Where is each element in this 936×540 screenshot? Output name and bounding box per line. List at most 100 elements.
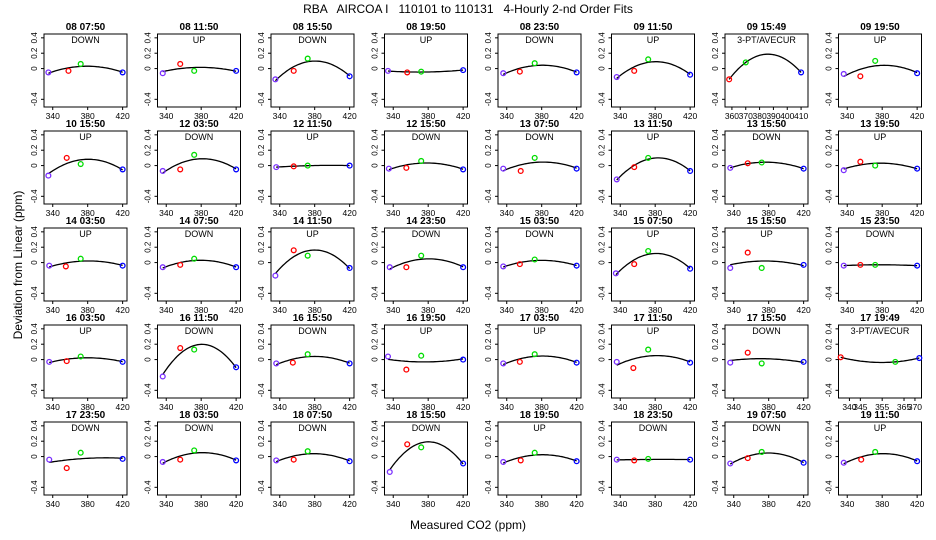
y-tick-label: 0.4 <box>257 420 266 432</box>
y-tick-label: -0.4 <box>371 383 380 397</box>
panel-title: 18 07:50 <box>293 410 333 421</box>
data-point <box>727 460 734 467</box>
y-tick-label: 0.4 <box>825 226 834 238</box>
data-point <box>119 262 126 269</box>
x-tick-label: 380 <box>194 499 208 509</box>
y-tick-label: 0.4 <box>711 226 720 238</box>
panel-title: 17 19:49 <box>860 313 900 324</box>
y-tick-label: 0 <box>711 163 720 168</box>
x-tick-label: 340 <box>159 499 173 509</box>
x-tick-label: 340 <box>386 305 400 315</box>
panel-frame <box>43 421 128 496</box>
panel-mode-label: UP <box>874 35 887 45</box>
data-point <box>800 358 807 365</box>
x-tick-label: 420 <box>343 499 357 509</box>
y-tick-label: 0.4 <box>371 323 380 335</box>
x-tick-label: 380 <box>194 305 208 315</box>
y-tick-label: 0.2 <box>371 338 380 350</box>
data-point <box>45 69 52 76</box>
data-point <box>573 458 580 465</box>
y-tick-label: -0.4 <box>711 383 720 397</box>
x-tick-label: 380 <box>535 499 549 509</box>
panel-frame <box>43 324 128 399</box>
fit-curve <box>48 158 123 175</box>
y-axis-label: Deviation from Linear (ppm) <box>11 190 25 340</box>
data-point <box>500 360 507 367</box>
x-tick-label: 420 <box>229 305 243 315</box>
data-point <box>727 359 734 366</box>
y-tick-label: 0.2 <box>30 47 39 59</box>
y-tick-label: 0.2 <box>484 47 493 59</box>
x-tick-label: 380 <box>875 305 889 315</box>
panel-mode-label: UP <box>647 132 660 142</box>
y-tick-label: 0.2 <box>598 241 607 253</box>
panel-title: 09 19:50 <box>860 22 900 33</box>
y-tick-label: -0.4 <box>711 286 720 300</box>
x-tick-label: 420 <box>229 111 243 121</box>
data-point <box>613 358 620 365</box>
y-tick-label: 0.4 <box>598 323 607 335</box>
data-point <box>500 263 507 270</box>
data-point <box>233 364 240 371</box>
x-tick-label: 340 <box>386 111 400 121</box>
data-point <box>233 166 240 173</box>
data-point <box>573 69 580 76</box>
y-tick-label: 0 <box>30 163 39 168</box>
y-tick-label: -0.4 <box>484 480 493 494</box>
y-tick-label: 0.4 <box>711 32 720 44</box>
panel-frame <box>157 421 241 496</box>
data-point <box>460 460 467 467</box>
x-tick-label: 340 <box>159 208 173 218</box>
data-point <box>531 154 538 161</box>
fit-curve <box>729 452 804 465</box>
panel-title: 18 19:50 <box>520 410 560 421</box>
data-point <box>531 60 538 67</box>
data-point <box>418 68 425 75</box>
data-point <box>119 69 126 76</box>
data-point <box>191 255 198 262</box>
data-point <box>46 358 53 365</box>
x-tick-label: 340 <box>840 208 854 218</box>
x-tick-label: 340 <box>386 402 400 412</box>
panel: 16 03:50 UP -0.4 0 0.2 0.4 340 380 420 <box>30 313 130 412</box>
y-tick-label: 0.4 <box>257 323 266 335</box>
y-tick-label: 0.2 <box>371 435 380 447</box>
data-point <box>346 162 353 169</box>
y-tick-label: 0.4 <box>257 226 266 238</box>
x-tick-label: 340 <box>840 111 854 121</box>
x-tick-label: 380 <box>308 402 322 412</box>
y-tick-label: 0.4 <box>484 420 493 432</box>
data-point <box>687 167 694 175</box>
x-tick-label: 340 <box>159 111 173 121</box>
panel-frame <box>724 421 809 496</box>
y-tick-label: 0 <box>484 454 493 459</box>
data-point <box>233 67 240 74</box>
panel-mode-label: DOWN <box>412 132 441 142</box>
x-tick-label: 420 <box>116 111 130 121</box>
data-point <box>744 249 751 256</box>
data-point <box>744 349 751 356</box>
x-tick-label: 340 <box>273 208 287 218</box>
data-point <box>687 71 694 78</box>
panel-frame <box>724 130 809 205</box>
panel-title: 15 07:50 <box>633 216 673 227</box>
data-point <box>631 457 638 464</box>
x-tick-label: 340 <box>500 208 514 218</box>
x-tick-label: 380 <box>308 499 322 509</box>
data-point <box>159 373 166 380</box>
y-tick-label: 0.2 <box>711 144 720 156</box>
x-tick-label: 380 <box>752 111 766 121</box>
panel: 16 15:50 DOWN -0.4 0 0.2 0.4 340 380 420 <box>257 313 357 412</box>
y-tick-label: -0.4 <box>144 189 153 203</box>
data-point <box>346 264 353 272</box>
data-point <box>857 261 864 268</box>
x-tick-label: 340 <box>273 111 287 121</box>
data-point <box>45 172 52 179</box>
y-tick-label: 0 <box>598 454 607 459</box>
x-tick-label: 390 <box>766 111 780 121</box>
data-point <box>460 264 467 271</box>
panel-mode-label: DOWN <box>525 229 554 239</box>
panel-mode-label: UP <box>306 229 319 239</box>
fit-curve <box>616 354 691 366</box>
panel-title: 18 03:50 <box>179 410 219 421</box>
